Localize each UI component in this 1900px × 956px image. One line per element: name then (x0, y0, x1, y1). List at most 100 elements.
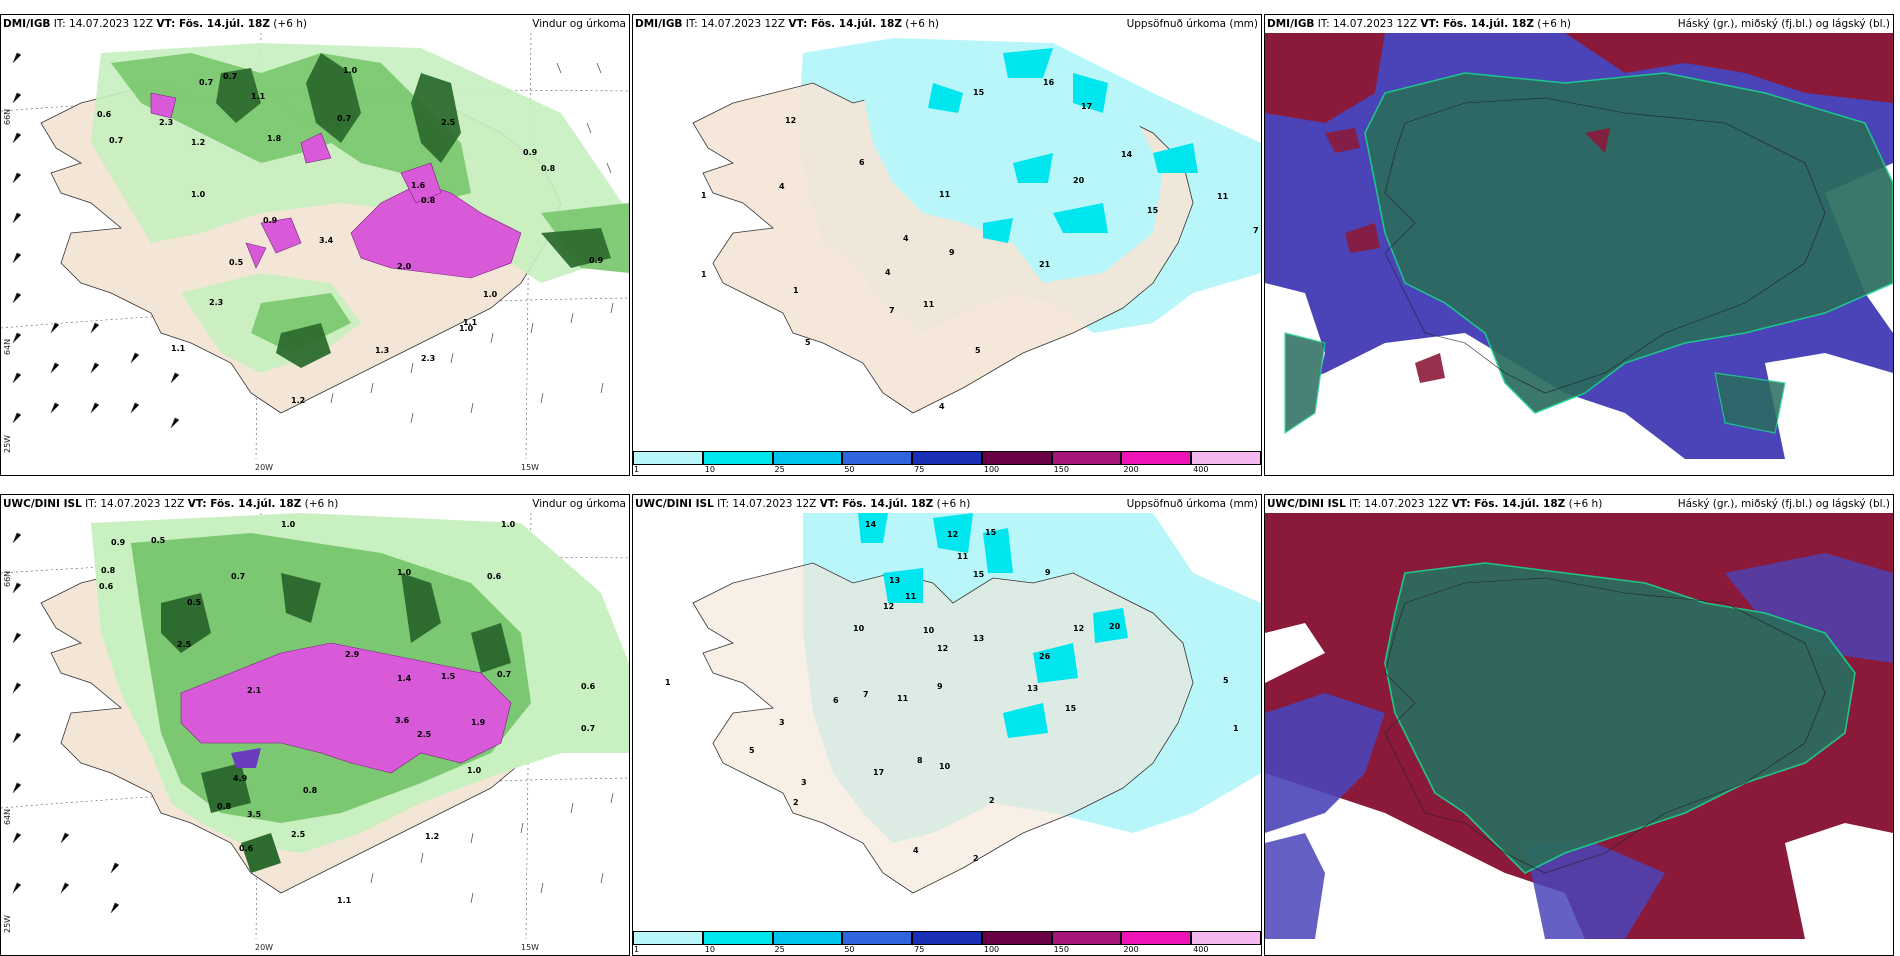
wind-precip-map: 0.70.71.01.1 0.60.72.31.2 1.80.7 2.51.6 0… (1, 33, 629, 459)
svg-text:10: 10 (853, 624, 865, 633)
valid-time: VT: Fös. 14.júl. 18Z (1451, 498, 1566, 510)
svg-text:4: 4 (885, 268, 891, 277)
svg-text:0.5: 0.5 (187, 598, 202, 607)
svg-text:1.4: 1.4 (397, 674, 412, 683)
svg-text:1.5: 1.5 (441, 672, 456, 681)
svg-text:15: 15 (985, 528, 997, 537)
colorbar-tick-label: 1 (634, 465, 640, 474)
model-name: UWC/DINI ISL (3, 498, 82, 510)
panel-uwc-clouds: UWC/DINI ISL IT: 14.07.2023 12Z VT: Fös.… (1264, 494, 1894, 956)
cloud-high (1384, 562, 1856, 874)
precip-magenta (180, 642, 512, 774)
svg-text:17: 17 (873, 768, 884, 777)
svg-text:21: 21 (1039, 260, 1051, 269)
svg-text:17: 17 (1081, 102, 1092, 111)
svg-text:3.4: 3.4 (319, 236, 334, 245)
lat-label-25w: 25W (3, 434, 12, 453)
colorbar-cell (912, 451, 982, 465)
svg-text:9: 9 (937, 682, 943, 691)
svg-text:15: 15 (1147, 206, 1159, 215)
svg-text:0.9: 0.9 (589, 256, 604, 265)
lead-time: (+6 h) (304, 498, 339, 510)
svg-text:15: 15 (973, 570, 985, 579)
svg-text:11: 11 (1217, 192, 1229, 201)
colorbar-cell (1121, 451, 1192, 465)
colorbar-cell (842, 931, 913, 945)
colorbar-tick-label: 75 (914, 465, 925, 474)
colorbar-tick-label: 150 (1053, 465, 1069, 474)
colorbar-cell (702, 451, 773, 465)
svg-text:2.3: 2.3 (421, 354, 435, 363)
cloud-map (1265, 33, 1893, 459)
lat-label-64n: 64N (3, 338, 12, 355)
svg-text:1.0: 1.0 (467, 766, 482, 775)
svg-text:0.7: 0.7 (337, 114, 351, 123)
valid-time: VT: Fös. 14.júl. 18Z (1420, 18, 1534, 30)
barbs (12, 52, 614, 429)
panel-title: Vindur og úrkoma (532, 498, 626, 510)
svg-text:0.7: 0.7 (497, 670, 511, 679)
svg-text:6: 6 (859, 158, 865, 167)
colorbar-tick-label: 400 (1193, 465, 1209, 474)
panel-uwc-wind-precip: UWC/DINI ISL IT: 14.07.2023 12Z VT: Fös.… (0, 494, 630, 956)
svg-text:1.1: 1.1 (337, 896, 352, 905)
panel-header: UWC/DINI ISL IT: 14.07.2023 12Z VT: Fös.… (633, 495, 1261, 513)
svg-text:1.3: 1.3 (375, 346, 389, 355)
svg-text:0.5: 0.5 (151, 536, 166, 545)
colorbar-cell (981, 931, 1052, 945)
svg-text:4: 4 (913, 846, 919, 855)
panel-dmi-clouds: DMI/IGB IT: 14.07.2023 12Z VT: Fös. 14.j… (1264, 14, 1894, 476)
svg-text:1: 1 (701, 191, 707, 200)
model-name: DMI/IGB (3, 18, 51, 30)
svg-text:11: 11 (939, 190, 951, 199)
svg-text:1.1: 1.1 (463, 318, 478, 327)
svg-text:0.9: 0.9 (523, 148, 538, 157)
svg-text:16: 16 (1043, 78, 1055, 87)
cloud-high (1364, 72, 1893, 414)
cloud-map (1265, 513, 1893, 939)
panel-header: DMI/IGB IT: 14.07.2023 12Z VT: Fös. 14.j… (633, 15, 1261, 33)
svg-text:4: 4 (903, 234, 909, 243)
lon-label-15w: 15W (521, 463, 540, 472)
panel-title: Vindur og úrkoma (532, 18, 626, 30)
svg-text:1.0: 1.0 (343, 66, 358, 75)
svg-text:14: 14 (865, 520, 877, 529)
svg-text:2.5: 2.5 (291, 830, 306, 839)
wind-precip-map: 0.9 0.5 0.8 0.6 1.0 1.0 0.7 0.6 2.5 1.0 0.5 2.9 2… (1, 513, 629, 939)
svg-text:15: 15 (973, 88, 985, 97)
svg-text:2: 2 (793, 798, 799, 807)
colorbar-cell (981, 451, 1052, 465)
panel-dmi-accum-precip: DMI/IGB IT: 14.07.2023 12Z VT: Fös. 14.j… (632, 14, 1262, 476)
svg-text:2.3: 2.3 (209, 298, 223, 307)
map-area (1265, 513, 1893, 939)
valid-time: VT: Fös. 14.júl. 18Z (788, 18, 902, 30)
svg-text:11: 11 (923, 300, 935, 309)
precip-magenta (150, 92, 522, 279)
lead-time: (+6 h) (936, 498, 971, 510)
svg-text:1: 1 (665, 678, 671, 687)
svg-text:26: 26 (1039, 652, 1051, 661)
colorbar-tick-label: 10 (704, 465, 715, 474)
svg-text:15: 15 (1065, 704, 1077, 713)
svg-text:2: 2 (989, 796, 995, 805)
svg-text:0.7: 0.7 (199, 78, 213, 87)
values: 0.70.71.01.1 0.60.72.31.2 1.80.7 2.51.6 0… (97, 66, 604, 405)
colorbar-cell (842, 451, 913, 465)
model-name: UWC/DINI ISL (1267, 498, 1346, 510)
svg-text:11: 11 (905, 592, 917, 601)
svg-text:13: 13 (889, 576, 900, 585)
svg-text:5: 5 (975, 346, 981, 355)
svg-text:0.8: 0.8 (303, 786, 318, 795)
svg-text:1: 1 (1233, 724, 1239, 733)
svg-text:2.1: 2.1 (247, 686, 262, 695)
svg-text:13: 13 (1027, 684, 1038, 693)
model-name: UWC/DINI ISL (635, 498, 714, 510)
svg-text:2.0: 2.0 (397, 262, 412, 271)
svg-text:1.1: 1.1 (171, 344, 186, 353)
colorbar-cell (633, 451, 703, 465)
svg-text:1.9: 1.9 (471, 718, 486, 727)
colorbar-cell (772, 931, 843, 945)
colorbar-cell (633, 931, 703, 945)
